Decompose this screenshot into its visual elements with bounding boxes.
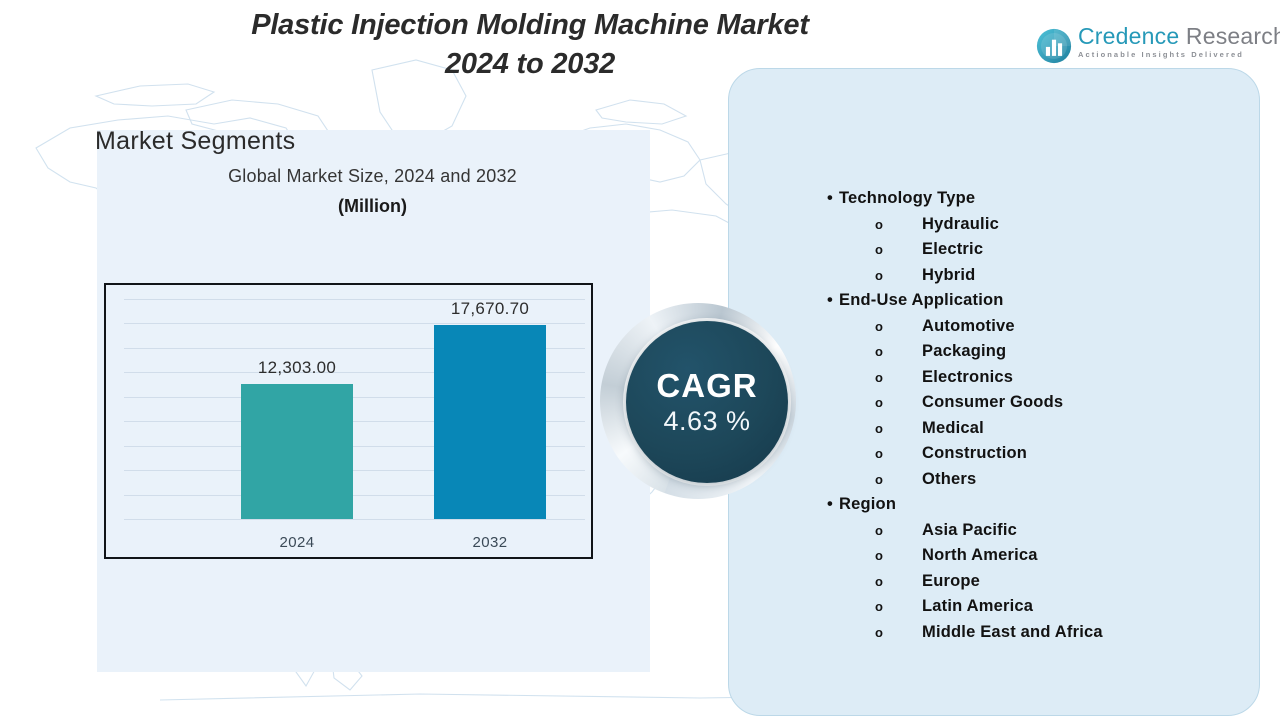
segment-item-label: Medical [922,418,984,437]
segment-item-label: Electronics [922,367,1014,386]
sub-bullet-icon: o [875,446,884,461]
segment-group: • Technology Type o Hydraulic o Electric o Hybr… [827,186,1257,288]
sub-bullet-icon: o [875,344,884,359]
gridline [124,519,585,520]
segment-item: o North America [827,543,1257,569]
gridline [124,421,585,423]
segment-group-label: Technology Type [839,189,976,207]
logo-name: Credence Research [1078,24,1280,49]
sub-bullet-icon: o [875,548,884,563]
sub-bullet-icon: o [875,624,884,640]
segment-item-label: Others [922,469,977,488]
sub-bullet-icon: o [875,420,884,436]
bar-value-label-2032: 17,670.70 [450,299,530,318]
bullet-icon: • [827,291,833,309]
sub-bullet-icon: o [875,369,884,385]
segment-item-label: Electric [922,240,984,258]
bar-rect-2032 [434,325,546,519]
bar-value-label-2024: 12,303.00 [257,358,337,377]
segment-group-label: End-Use Application [839,291,1004,309]
segment-group: • Region o Asia Pacific o North America o Europ… [827,492,1257,645]
segment-item: o Electric [827,237,1257,263]
segment-item-label: Automotive [922,316,1015,335]
segment-item: o Middle East and Africa [827,620,1257,646]
cagr-circle: CAGR 4.63 % [626,321,788,483]
cagr-label: CAGR [656,367,758,404]
segment-item: o Consumer Goods [827,390,1257,416]
segment-item: o Construction [827,441,1257,467]
chart-subtitle: Global Market Size, 2024 and 2032 [228,166,517,186]
segment-group-heading: • End-Use Application [827,288,1257,314]
segment-item-label: Asia Pacific [922,520,1018,539]
page-title: Plastic Injection Molding Machine Market… [150,6,910,84]
segment-item: o Electronics [827,365,1257,391]
bullet-icon: • [827,495,833,513]
bar-rect-2024 [241,384,353,519]
bar-category-label-2032: 2032 [472,534,508,551]
bullet-icon: • [827,189,833,207]
segment-item: o Hydraulic [827,212,1257,238]
segment-item-label: Middle East and Africa [922,622,1103,641]
segment-item: o Hybrid [827,263,1257,289]
segment-group-heading: • Technology Type [827,186,1257,212]
segment-item: o Automotive [827,314,1257,340]
segment-item: o Europe [827,569,1257,595]
segment-item: o Packaging [827,339,1257,365]
sub-bullet-icon: o [875,522,884,538]
market-segments-title: Market Segments [95,127,296,155]
gridline [124,299,585,300]
cagr-value: 4.63 % [663,406,751,436]
bar-2024: 12,303.00 2024 [241,358,353,551]
segment-item: o Latin America [827,594,1257,620]
segment-group: • End-Use Application o Automotive o Packagin… [827,288,1257,492]
segment-item-label: Hydraulic [922,214,999,233]
segment-group-heading: • Region [827,492,1257,518]
sub-bullet-icon: o [875,471,884,487]
gridline [124,494,585,496]
segment-item-label: North America [922,546,1038,564]
sub-bullet-icon: o [875,216,884,232]
gridline [124,445,585,447]
market-segments-list: • Technology Type o Hydraulic o Electric o Hybr… [827,186,1257,645]
page-title-line-2: 2024 to 2032 [444,48,616,80]
market-segments-panel [728,68,1260,716]
chart-unit-label: (Million) [338,196,407,216]
cagr-badge: CAGR 4.63 % [600,303,804,501]
segment-item-label: Packaging [922,342,1007,360]
page-title-line-1: Plastic Injection Molding Machine Market [251,9,809,41]
gridline [124,323,585,325]
segment-item-label: Europe [922,571,981,590]
chart-gridlines [106,285,591,557]
segment-item: o Asia Pacific [827,518,1257,544]
logo-name-part1: Credence [1078,23,1180,49]
segment-group-label: Region [839,495,897,513]
sub-bullet-icon: o [875,267,884,283]
segment-item-label: Consumer Goods [922,393,1064,411]
segment-item: o Medical [827,416,1257,442]
gridline [124,470,585,472]
bar-chart: 12,303.00 2024 17,670.70 2032 [104,283,593,559]
bar-2032: 17,670.70 2032 [434,299,546,551]
segment-item-label: Construction [922,444,1028,462]
logo-tagline: Actionable Insights Delivered [1078,50,1244,59]
segment-item: o Others [827,467,1257,493]
chart-plot-area: 12,303.00 2024 17,670.70 2032 [106,285,591,557]
segment-item-label: Hybrid [922,265,976,284]
gridline [124,347,585,349]
chart-panel-background [97,130,650,672]
sub-bullet-icon: o [875,242,884,257]
bar-category-label-2024: 2024 [279,534,315,551]
logo-text: Credence Research Actionable Insights De… [1078,24,1280,60]
logo-name-part2: Research [1179,23,1280,49]
sub-bullet-icon: o [875,573,884,589]
bar-chart-circle-icon [1036,28,1072,64]
gridline [124,372,585,374]
sub-bullet-icon: o [875,395,884,410]
sub-bullet-icon: o [875,599,884,614]
segment-item-label: Latin America [922,597,1034,615]
gridline [124,396,585,398]
sub-bullet-icon: o [875,318,884,334]
brand-logo[interactable]: Credence Research Actionable Insights De… [1036,24,1280,68]
